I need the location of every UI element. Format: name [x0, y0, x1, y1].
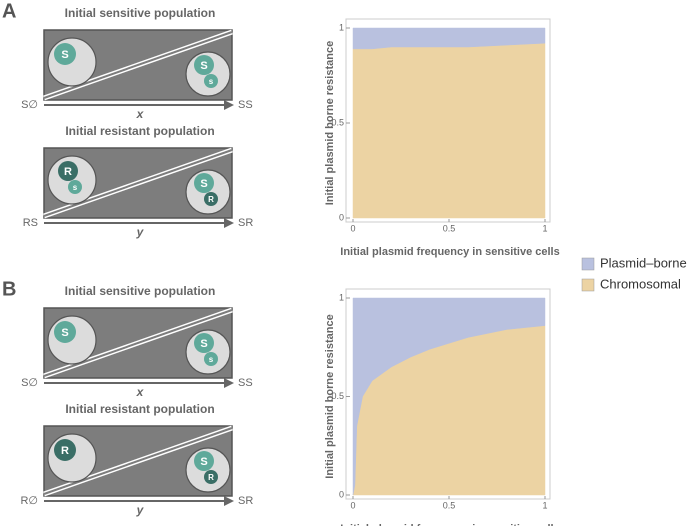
- arrow-head: [224, 218, 234, 228]
- cell-label: S: [61, 49, 68, 61]
- cell-label: R: [208, 195, 214, 204]
- arrow-head: [224, 378, 234, 388]
- cell-label: S: [200, 338, 207, 350]
- diagonal-core: [43, 309, 233, 377]
- cell-label: R: [64, 166, 72, 178]
- x-tick-label: 0.5: [443, 500, 456, 510]
- arrow-head: [224, 496, 234, 506]
- cell: [58, 161, 78, 181]
- right-label: SS: [238, 377, 253, 389]
- cell-label: R: [61, 445, 69, 457]
- y-tick-label: 1: [339, 292, 344, 302]
- panel-letter: A: [2, 0, 16, 22]
- cell-label: s: [73, 183, 78, 192]
- diagonal-core: [43, 149, 233, 217]
- cell: [194, 333, 214, 353]
- panel-letter: B: [2, 278, 16, 300]
- cell: [204, 352, 218, 366]
- cell-label: S: [200, 178, 207, 190]
- left-label: R∅: [20, 495, 38, 507]
- legend-label: Plasmid–borne: [600, 255, 687, 270]
- y-tick-label: 1: [339, 22, 344, 32]
- left-label: RS: [23, 217, 38, 229]
- y-tick-label: 0: [339, 212, 344, 222]
- x-axis-label: Initial plasmid frequency in sensitive c…: [340, 246, 559, 258]
- y-tick-label: 0.5: [331, 391, 344, 401]
- cell-label: S: [200, 60, 207, 72]
- cell-label: S: [200, 456, 207, 468]
- x-tick-label: 0: [350, 500, 355, 510]
- y-axis-label: Initial plasmid borne resistance: [324, 314, 336, 478]
- plot-frame: [345, 288, 551, 500]
- diagram-title: Initial resistant population: [65, 124, 214, 138]
- area: [352, 297, 546, 496]
- diagram-title: Initial sensitive population: [65, 6, 216, 20]
- legend-swatch: [581, 257, 595, 271]
- right-label: SR: [238, 495, 253, 507]
- left-label: S∅: [21, 377, 38, 389]
- y-tick-label: 0.5: [331, 117, 344, 127]
- cell-label: s: [209, 355, 214, 364]
- variable-label: x: [136, 107, 145, 121]
- y-axis-label: Initial plasmid borne resistance: [324, 41, 336, 205]
- cell-label: s: [209, 77, 214, 86]
- variable-label: x: [136, 385, 145, 399]
- x-tick-label: 1: [542, 223, 547, 233]
- right-label: SR: [238, 217, 253, 229]
- variable-label: y: [136, 225, 145, 239]
- diagonal-core: [43, 31, 233, 99]
- cell-label: R: [208, 473, 214, 482]
- y-tick-label: 0: [339, 489, 344, 499]
- x-tick-label: 0: [350, 223, 355, 233]
- cell: [194, 451, 214, 471]
- area: [352, 42, 546, 219]
- arrow-head: [224, 100, 234, 110]
- area: [352, 27, 546, 50]
- cell: [54, 321, 76, 343]
- cell: [204, 470, 218, 484]
- cell: [194, 173, 214, 193]
- cell: [194, 55, 214, 75]
- cell: [68, 180, 82, 194]
- variable-label: y: [136, 503, 145, 517]
- left-label: S∅: [21, 99, 38, 111]
- cell-label: S: [61, 327, 68, 339]
- right-label: SS: [238, 99, 253, 111]
- cell: [54, 439, 76, 461]
- plot-frame: [345, 18, 551, 223]
- legend-swatch: [581, 278, 595, 292]
- cell: [204, 74, 218, 88]
- cell: [54, 43, 76, 65]
- x-tick-label: 0.5: [443, 223, 456, 233]
- x-axis-label: Initial plasmid frequency in sensitive c…: [340, 523, 559, 526]
- cell: [204, 192, 218, 206]
- legend-label: Chromosomal: [600, 276, 681, 291]
- diagonal-core: [43, 427, 233, 495]
- x-tick-label: 1: [542, 500, 547, 510]
- diagram-title: Initial sensitive population: [65, 284, 216, 298]
- diagram-title: Initial resistant population: [65, 402, 214, 416]
